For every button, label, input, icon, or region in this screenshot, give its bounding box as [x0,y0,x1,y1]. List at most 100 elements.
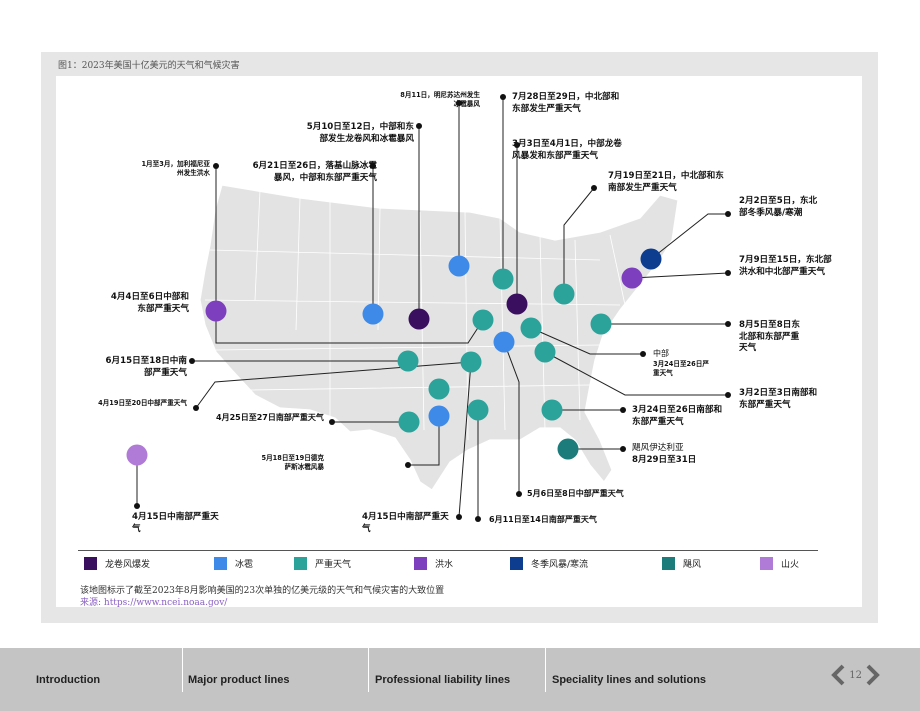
severe-marker [397,350,419,372]
label-north-central-southeast: 7月19日至21日，中北部和东 南部发生严重天气 [608,171,724,193]
leader-line [650,213,728,260]
flood-marker [205,300,227,322]
label-south-central-apr15-left: 4月15日中南部严重天 气 [132,512,219,534]
leader-dot [620,407,626,413]
legend-hail: 冰雹 [214,557,253,570]
label-mn-hail: 8月11日，明尼苏达州发生 冰雹暴风 [400,91,480,108]
wildfire-swatch [760,557,773,570]
leader-dot [134,503,140,509]
leader-dot [189,358,195,364]
severe-swatch [294,557,307,570]
chevron-left-icon[interactable] [831,664,845,686]
severe-marker [428,378,450,400]
label-south-central-apr15: 4月15日中南部严重天 气 [362,512,449,534]
leader-line [563,187,595,294]
leader-dot [725,392,731,398]
label-texas-hail: 5月18日至19日德克 萨斯冰雹风暴 [261,454,324,471]
page-number: 12 [849,669,862,681]
figure-note: 该地图标示了截至2023年8月影响美国的23次单独的亿美元级的天气和气候灾害的大… [80,586,445,596]
severe-marker [398,411,420,433]
legend-severe: 严重天气 [294,557,351,570]
severe-marker [492,268,514,290]
label-south-jun11: 6月11日至14日南部严重天气 [489,515,597,524]
nav-speciality-lines[interactable]: Speciality lines and solutions [552,673,707,686]
label-ca-flood: 1月至3月，加利福尼亚 州发生洪水 [141,160,210,177]
hail-swatch [214,557,227,570]
leader-dot [213,163,219,169]
nav-divider [182,648,183,692]
label-south-apr25: 4月25日至27日南部严重天气 [216,413,324,422]
label-central: 中部 [653,349,669,358]
label-north-central-severe: 7月28日至29日，中北部和 东部发生严重天气 [512,92,620,114]
label-rockies-hail: 6月21日至26日，落基山脉冰雹 暴风，中部和东部严重天气 [252,161,377,183]
severe-marker [460,351,482,373]
leader-dot [725,211,731,217]
tornado-swatch [84,557,97,570]
leader-dot [405,462,411,468]
leader-line [195,361,472,409]
legend-winter: 冬季风暴/寒流 [510,557,588,570]
legend-flood: 洪水 [414,557,453,570]
nav-major-product-lines[interactable]: Major product lines [188,673,290,686]
tornado-marker [506,293,528,315]
nav-divider [368,648,369,692]
label-central-east-apr: 4月4日至6日中部和 东部严重天气 [110,292,189,314]
nav-divider [545,648,546,692]
legend-wildfire: 山火 [760,557,799,570]
leader-line [458,361,472,518]
label-mar24-severe: 3月24日至26日严 重天气 [653,360,709,377]
footer-nav: Introduction Major product lines Profess… [0,648,920,711]
severe-marker [590,313,612,335]
leader-line [215,311,484,344]
leader-line [544,351,728,396]
leader-dot [640,351,646,357]
label-central-tornado-outbreak: 3月3日至4月1日，中部龙卷 风暴发和东部严重天气 [512,139,622,161]
hail-marker [493,331,515,353]
winter-marker [640,248,662,270]
leader-dot [514,142,520,148]
label-south-east-mar: 3月2日至3日南部和 东部严重天气 [739,388,818,410]
leader-dot [725,321,731,327]
label-south-east-mar24: 3月24日至26日南部和 东部严重天气 [632,405,723,427]
leader-dot [456,100,462,106]
leader-dot [620,446,626,452]
hail-marker [448,255,470,277]
nav-professional-liability[interactable]: Professional liability lines [375,673,511,686]
severe-marker [534,341,556,363]
label-central-tornado-hail: 5月10日至12日，中部和东 部发生龙卷风和冰雹暴风 [306,122,414,144]
leader-line [631,272,729,279]
winter-swatch [510,557,523,570]
severe-marker [553,283,575,305]
label-hurricane-idalia: 飓风伊达利亚 [632,443,684,453]
label-northeast-east-aug: 8月5日至8日东 北部和东部严重 天气 [739,320,800,354]
leader-dot [475,516,481,522]
leader-line [530,327,643,355]
label-central-apr19: 4月19日至20日中部严重天气 [98,399,187,407]
leader-dot [193,405,199,411]
legend-hurricane: 飓风 [662,557,701,570]
leader-line [503,341,520,494]
leader-dot [416,123,422,129]
hail-marker [362,303,384,325]
nav-introduction[interactable]: Introduction [36,673,101,686]
chevron-right-icon[interactable] [866,664,880,686]
severe-marker [541,399,563,421]
hail-marker [428,405,450,427]
severe-marker [467,399,489,421]
label-northeast-flood: 7月9日至15日，东北部 洪水和中北部严重天气 [739,255,832,277]
figure-source-link[interactable]: 来源: https://www.ncei.noaa.gov/ [80,598,228,608]
label-central-may: 5月6日至8日中部严重天气 [527,489,624,498]
label-northeast-winter: 2月2日至5日，东北 部冬季风暴/寒潮 [739,196,818,218]
pager: 12 [831,664,880,686]
severe-marker [520,317,542,339]
severe-marker [472,309,494,331]
leader-dot [329,419,335,425]
legend-divider [78,550,818,551]
leader-dot [370,163,376,169]
figure-title: 图1：2023年美国十亿美元的天气和气候灾害 [58,61,240,71]
wildfire-marker [126,444,148,466]
flood-swatch [414,557,427,570]
hurricane-marker [557,438,579,460]
leader-dot [516,491,522,497]
